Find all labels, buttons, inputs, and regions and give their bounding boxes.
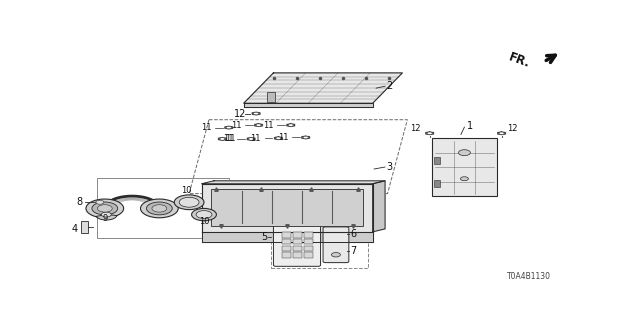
Bar xyxy=(304,232,312,238)
Text: FR.: FR. xyxy=(507,51,532,70)
Polygon shape xyxy=(255,124,262,126)
Circle shape xyxy=(147,202,172,215)
Text: 12: 12 xyxy=(410,124,420,133)
Text: T0A4B1130: T0A4B1130 xyxy=(507,272,550,281)
Bar xyxy=(211,189,363,226)
Circle shape xyxy=(97,205,112,212)
Circle shape xyxy=(460,177,468,181)
Circle shape xyxy=(499,132,504,134)
Circle shape xyxy=(152,205,167,212)
Circle shape xyxy=(332,252,340,257)
Polygon shape xyxy=(247,138,255,140)
Polygon shape xyxy=(202,232,372,242)
Bar xyxy=(434,180,440,188)
FancyBboxPatch shape xyxy=(273,212,321,266)
Circle shape xyxy=(227,126,231,129)
Text: 12: 12 xyxy=(234,108,246,118)
Polygon shape xyxy=(275,137,282,140)
Circle shape xyxy=(141,199,178,218)
Polygon shape xyxy=(287,124,294,126)
Polygon shape xyxy=(426,132,433,135)
Polygon shape xyxy=(218,138,226,140)
Bar xyxy=(271,207,368,268)
Text: 11: 11 xyxy=(278,133,289,142)
Circle shape xyxy=(288,124,293,126)
Polygon shape xyxy=(244,103,372,108)
Polygon shape xyxy=(252,112,260,115)
Text: 11: 11 xyxy=(201,123,211,132)
Circle shape xyxy=(96,200,104,204)
Polygon shape xyxy=(498,132,506,135)
Bar xyxy=(268,92,275,102)
Bar xyxy=(292,252,301,258)
Bar xyxy=(304,252,312,258)
Circle shape xyxy=(179,197,199,207)
Text: 2: 2 xyxy=(387,81,393,91)
Bar xyxy=(282,232,291,238)
Bar xyxy=(282,252,291,258)
Circle shape xyxy=(256,124,261,126)
Circle shape xyxy=(174,195,204,210)
Text: 7: 7 xyxy=(350,246,356,256)
Circle shape xyxy=(92,202,118,215)
Bar xyxy=(292,246,301,251)
Text: 5: 5 xyxy=(260,232,267,242)
Text: 8: 8 xyxy=(76,197,83,207)
Text: 10: 10 xyxy=(181,186,192,195)
Circle shape xyxy=(253,112,259,115)
Text: 3: 3 xyxy=(387,162,393,172)
Bar xyxy=(292,239,301,244)
Circle shape xyxy=(191,208,216,221)
Bar xyxy=(434,157,440,164)
Bar xyxy=(304,239,312,244)
Text: 1: 1 xyxy=(467,121,473,131)
Bar xyxy=(432,138,497,196)
Bar xyxy=(282,246,291,251)
Text: 12: 12 xyxy=(508,124,518,133)
Polygon shape xyxy=(225,126,233,129)
Bar xyxy=(282,239,291,244)
Polygon shape xyxy=(302,136,310,139)
Text: 11: 11 xyxy=(223,134,234,143)
Text: 6: 6 xyxy=(350,229,356,239)
Bar xyxy=(97,178,229,238)
Bar xyxy=(304,246,312,251)
Circle shape xyxy=(248,138,253,140)
Circle shape xyxy=(220,138,225,140)
Text: 10: 10 xyxy=(199,217,209,226)
Polygon shape xyxy=(244,73,403,103)
Bar xyxy=(81,221,88,233)
Circle shape xyxy=(196,211,212,219)
Circle shape xyxy=(428,132,432,134)
Polygon shape xyxy=(372,181,385,232)
Circle shape xyxy=(458,150,470,156)
Text: 4: 4 xyxy=(72,224,77,234)
Text: 9: 9 xyxy=(102,214,108,223)
Text: 11: 11 xyxy=(263,121,273,130)
Bar xyxy=(292,232,301,238)
Text: 11: 11 xyxy=(225,134,236,143)
Polygon shape xyxy=(202,184,372,232)
FancyBboxPatch shape xyxy=(323,227,349,263)
Text: 11: 11 xyxy=(250,134,261,143)
Circle shape xyxy=(276,137,281,140)
Wedge shape xyxy=(96,215,117,220)
Circle shape xyxy=(101,212,111,217)
Polygon shape xyxy=(202,181,385,184)
Text: 11: 11 xyxy=(230,121,241,130)
Circle shape xyxy=(86,199,124,218)
Circle shape xyxy=(303,136,308,139)
